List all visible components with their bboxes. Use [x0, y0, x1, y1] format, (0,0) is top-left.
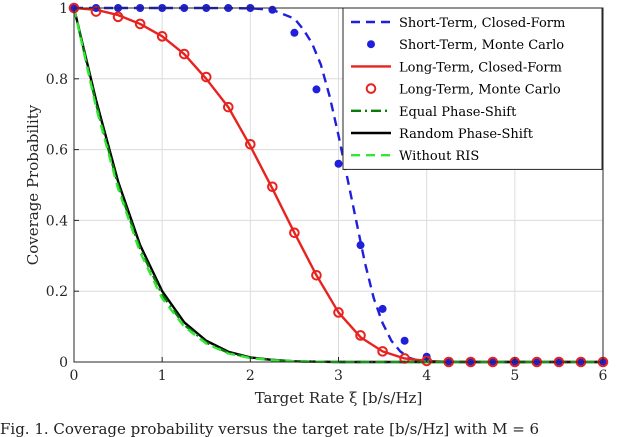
figure-caption: Fig. 1. Coverage probability versus the …: [0, 420, 540, 437]
y-tick-label: 1: [59, 1, 68, 17]
legend: Short-Term, Closed-Form Short-Term, Monte…: [342, 7, 603, 170]
x-axis-label: Target Rate ξ [b/s/Hz]: [255, 389, 423, 407]
legend-entry-label: Short-Term, Monte Carlo: [399, 38, 564, 53]
x-tick-label: 2: [246, 368, 255, 384]
x-tick-label: 1: [158, 368, 167, 384]
x-tick-label: 4: [422, 368, 431, 384]
y-tick-label: 0.8: [46, 72, 68, 88]
y-axis-label: Coverage Probability: [24, 104, 42, 265]
data-point-3: [134, 18, 146, 30]
data-point-1: [290, 28, 299, 37]
ticks: 0 1 2 3 4 5 6 0 0.2 0.4 0.6 0.8 1: [46, 1, 608, 384]
legend-swatch: [367, 40, 375, 49]
data-point-3: [200, 71, 212, 83]
legend-box: [342, 7, 603, 170]
legend-entry-label: Without RIS: [399, 149, 479, 164]
y-tick-label: 0: [59, 355, 68, 371]
data-point-3: [377, 346, 388, 357]
data-point-3: [156, 31, 168, 42]
data-point-3: [222, 101, 234, 113]
data-point-3: [178, 48, 190, 60]
x-tick-label: 3: [334, 368, 343, 384]
data-point-3: [311, 269, 322, 281]
data-point-3: [112, 11, 124, 23]
legend-entry-label: Long-Term, Closed-Form: [399, 60, 562, 75]
data-point-3: [399, 353, 410, 364]
legend-entry-label: Long-Term, Monte Carlo: [399, 83, 561, 98]
legend-entry-label: Random Phase-Shift: [399, 127, 534, 142]
y-tick-label: 0.6: [46, 143, 68, 159]
data-point-3: [245, 138, 256, 150]
data-point-3: [355, 330, 366, 341]
x-tick-label: 5: [510, 368, 519, 384]
data-point-3: [267, 181, 278, 193]
data-point-3: [289, 227, 300, 239]
data-point-3: [333, 307, 344, 318]
data-point-1: [356, 241, 365, 250]
data-point-1: [334, 159, 343, 168]
legend-entry-label: Short-Term, Closed-Form: [399, 16, 565, 31]
data-point-1: [312, 85, 321, 94]
x-tick-label: 6: [599, 368, 608, 384]
data-point-3: [90, 6, 102, 17]
data-point-3: [421, 355, 432, 367]
data-point-1: [400, 336, 409, 345]
legend-entry-label: Equal Phase-Shift: [399, 105, 517, 120]
coverage-chart: 0 1 2 3 4 5 6 0 0.2 0.4 0.6 0.8 1 Target Rate ξ [b/s…: [24, 1, 609, 407]
data-point-1: [378, 304, 387, 313]
y-tick-label: 0.2: [46, 284, 68, 300]
data-point-1: [268, 5, 277, 14]
legend-swatch: [365, 83, 377, 94]
x-tick-label: 0: [70, 368, 79, 384]
y-tick-label: 0.4: [46, 213, 68, 229]
